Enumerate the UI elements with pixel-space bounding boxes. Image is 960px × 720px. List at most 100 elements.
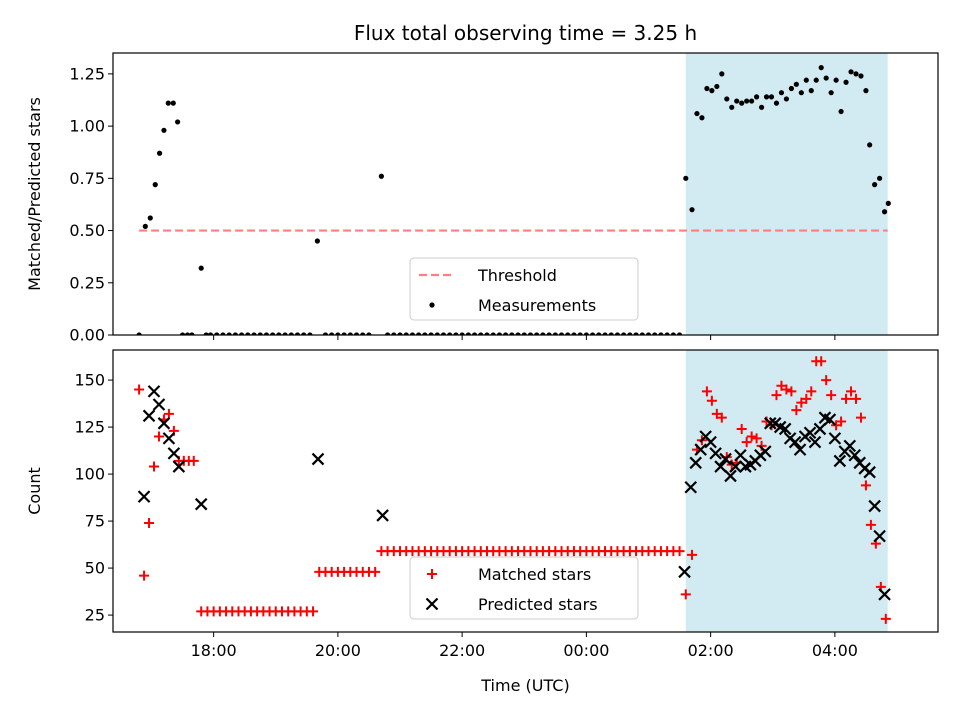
bottom-series-0-point-4	[153, 431, 164, 442]
top-series-0-point-45	[409, 332, 416, 335]
bottom-series-0-point-102	[741, 437, 752, 448]
bottom-series-1-point-2	[147, 385, 161, 398]
top-series-0-point-105	[763, 94, 770, 100]
top-axes-frame	[112, 52, 939, 336]
top-series-0-point-12	[198, 265, 204, 271]
top-series-0-point-84	[652, 332, 658, 335]
bottom-series-0-point-115	[806, 386, 817, 397]
top-series-0-point-39	[366, 332, 372, 335]
top-series-0-point-98	[729, 104, 735, 110]
top-series-0-point-116	[818, 65, 824, 71]
top-series-0-point-125	[863, 88, 869, 94]
bottom-series-1-point-49	[868, 499, 881, 513]
top-series-0-point-96	[719, 71, 725, 77]
top-series-0-point-42	[391, 332, 397, 335]
top-series-0-point-11	[189, 332, 195, 335]
bottom-series-0-point-101	[736, 423, 747, 434]
bottom-series-0-point-123	[846, 386, 857, 397]
top-series-0-point-108	[778, 90, 785, 96]
top-series-0-point-91	[694, 110, 700, 117]
top-series-0-point-61	[509, 332, 515, 335]
top-series-0-point-5	[161, 127, 167, 133]
top-series-0-point-6	[165, 100, 171, 106]
top-series-0-point-9	[179, 332, 186, 335]
top-series-0-point-90	[689, 207, 695, 213]
chart-title: Flux total observing time = 3.25 h	[354, 21, 697, 45]
bottom-series-1-point-41	[828, 432, 842, 445]
top-series-0-point-99	[734, 98, 740, 104]
top-series-0-point-94	[709, 88, 715, 94]
top-series-0-point-93	[704, 85, 710, 92]
bottom-series-1-point-44	[843, 439, 857, 453]
top-series-0-point-27	[288, 332, 294, 335]
bottom-plot-area	[134, 356, 891, 624]
top-series-0-point-25	[276, 332, 282, 335]
top-series-0-point-32	[322, 332, 329, 335]
bottom-xtick-label-1: 20:00	[315, 641, 361, 660]
top-legend-label-0: Threshold	[477, 266, 557, 285]
bottom-series-1-point-20	[724, 469, 737, 483]
bottom-series-0-point-2	[144, 517, 155, 528]
top-series-0-point-110	[788, 85, 794, 92]
top-series-0-point-119	[833, 77, 839, 83]
bottom-series-1-point-27	[759, 445, 772, 458]
bottom-series-0-point-127	[865, 519, 876, 530]
top-series-0-point-126	[867, 142, 873, 148]
top-series-0-point-26	[282, 332, 288, 335]
bottom-series-1-point-40	[823, 413, 837, 426]
top-series-0-point-15	[214, 332, 220, 335]
top-series-0-point-75	[596, 332, 602, 335]
bottom-legend-marker-0	[427, 569, 437, 579]
bottom-legend: Matched stars Predicted stars	[409, 556, 639, 620]
top-ytick-label-3: 0.75	[69, 169, 105, 188]
top-series-0-point-87	[670, 332, 676, 335]
top-series-0-point-23	[263, 332, 270, 335]
top-series-0-point-38	[360, 332, 366, 335]
bottom-series-1-point-14	[694, 443, 707, 456]
top-series-0-point-49	[434, 332, 440, 335]
bottom-series-0-point-103	[746, 431, 757, 442]
top-series-0-point-50	[440, 332, 447, 335]
top-series-0-point-22	[257, 332, 263, 335]
bottom-series-1-point-0	[137, 490, 151, 503]
top-series-0-point-35	[341, 332, 347, 335]
bottom-series-1-point-10	[376, 509, 389, 522]
bottom-legend-marker-1	[425, 597, 439, 611]
top-series-0-point-81	[633, 332, 639, 335]
top-series-0-point-30	[307, 332, 313, 335]
bottom-ytick-label-3: 100	[74, 465, 105, 484]
top-series-0-point-10	[184, 332, 191, 335]
top-series-0-point-28	[294, 332, 301, 335]
bottom-series-1-point-12	[684, 480, 698, 494]
top-series-0-point-88	[676, 332, 683, 335]
bottom-series-1-point-6	[167, 447, 181, 460]
bottom-series-0-point-124	[850, 393, 861, 404]
top-series-0-point-13	[203, 332, 209, 335]
bottom-xtick-label-4: 02:00	[688, 641, 734, 660]
bottom-series-1-point-11	[678, 565, 691, 579]
top-ytick-label-1: 0.25	[69, 273, 105, 292]
bottom-xtick-label-0: 18:00	[191, 641, 237, 660]
top-series-0-point-46	[416, 332, 422, 335]
top-series-0-point-130	[885, 200, 891, 206]
bottom-series-1-point-51	[878, 588, 891, 601]
top-series-0-point-82	[639, 332, 645, 335]
top-series-0-point-71	[571, 332, 577, 335]
x-axis-label: Time (UTC)	[480, 676, 569, 695]
bottom-series-1-point-50	[873, 529, 886, 543]
top-series-0-point-107	[773, 100, 780, 106]
top-series-0-point-14	[207, 332, 214, 335]
top-series-0-point-122	[848, 69, 854, 75]
top-series-0-point-106	[768, 94, 775, 100]
bottom-series-1-point-34	[793, 443, 807, 456]
top-series-0-point-100	[739, 100, 745, 106]
bottom-series-1-point-8	[194, 497, 208, 511]
top-series-0-point-86	[664, 332, 670, 335]
bottom-xtick-label-2: 22:00	[439, 641, 485, 660]
bottom-legend-label-1: Predicted stars	[478, 595, 598, 614]
bottom-series-1	[137, 385, 891, 601]
top-series-0-point-18	[232, 332, 238, 335]
bottom-series-1-point-1	[142, 409, 156, 423]
bottom-series-1-point-21	[729, 460, 742, 473]
bottom-series-1-point-33	[788, 435, 802, 449]
